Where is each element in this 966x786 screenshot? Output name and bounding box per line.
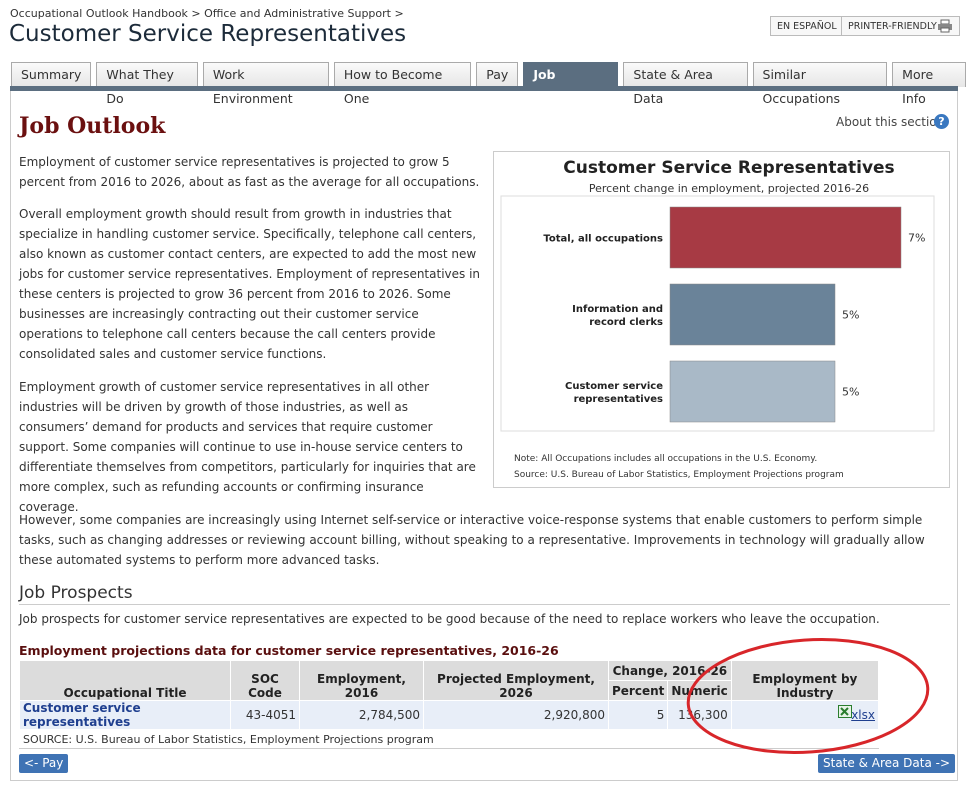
tab[interactable]: More Info xyxy=(892,62,966,106)
tab[interactable]: Work Environment xyxy=(202,62,329,106)
print-button[interactable]: PRINTER-FRIENDLY xyxy=(841,16,960,36)
about-link[interactable]: About this section xyxy=(836,115,945,129)
bar xyxy=(669,283,836,346)
bar xyxy=(669,206,902,269)
tab[interactable]: Summary xyxy=(11,62,92,87)
table-caption: Employment projections data for customer… xyxy=(19,643,559,658)
chart-note: Note: All Occupations includes all occup… xyxy=(514,454,817,464)
bar xyxy=(669,360,836,423)
content-box xyxy=(10,91,958,781)
th: Occupational Title xyxy=(19,660,231,701)
tab[interactable]: What They Do xyxy=(96,62,198,106)
projections-table: Occupational Title SOC Code Employment, … xyxy=(19,660,880,749)
section-title: Job Outlook xyxy=(19,113,166,139)
paragraph: Overall employment growth should result … xyxy=(19,207,481,361)
cell[interactable]: xlsx xyxy=(730,700,880,730)
value-label: 5% xyxy=(842,309,859,322)
paragraph: Employment growth of customer service re… xyxy=(19,380,476,514)
tab[interactable]: State & Area Data xyxy=(623,62,748,106)
cell: 2,784,500 xyxy=(299,700,424,730)
chart-title: Customer Service Representatives xyxy=(563,158,894,178)
tab[interactable]: Pay xyxy=(476,62,519,87)
tab[interactable]: How to Become One xyxy=(333,62,472,106)
help-icon[interactable]: ? xyxy=(934,114,949,129)
next-button[interactable]: State & Area Data -> xyxy=(818,754,956,773)
paragraph: However, some companies are increasingly… xyxy=(19,513,925,567)
rule xyxy=(19,604,950,605)
printer-icon xyxy=(938,19,952,33)
th: SOC Code xyxy=(230,660,300,701)
cell[interactable]: Customer service representatives xyxy=(19,700,231,730)
prev-button[interactable]: <- Pay xyxy=(19,754,69,773)
tab[interactable]: Job Outlook xyxy=(523,62,619,106)
cell: 2,920,800 xyxy=(423,700,609,730)
plot-frame xyxy=(500,195,935,432)
spanish-button[interactable]: EN ESPAÑOL xyxy=(770,16,844,36)
th: Numeric xyxy=(667,680,732,701)
chart-subtitle: Percent change in employment, projected … xyxy=(589,182,869,195)
tab-bar: Summary What They Do Work Environment How t… xyxy=(11,62,966,106)
th: Projected Employment, 2026 xyxy=(423,660,609,701)
prospects-title: Job Prospects xyxy=(19,583,133,603)
table-source: SOURCE: U.S. Bureau of Labor Statistics,… xyxy=(19,729,879,749)
value-label: 7% xyxy=(908,232,925,245)
value-label: 5% xyxy=(842,386,859,399)
category-label: Total, all occupations xyxy=(543,234,663,245)
th: Employment by Industry xyxy=(730,660,880,701)
category-label: Customer service representatives xyxy=(565,381,663,405)
category-label: Information and record clerks xyxy=(572,304,663,328)
paragraph: Employment of customer service represent… xyxy=(19,155,480,189)
chart-note: Source: U.S. Bureau of Labor Statistics,… xyxy=(514,470,844,480)
highlight-circle xyxy=(686,638,930,754)
prospects-text: Job prospects for customer service repre… xyxy=(19,612,880,626)
chart: Customer Service Representatives Percent … xyxy=(493,151,950,488)
tab[interactable]: Similar Occupations xyxy=(752,62,888,106)
th: Employment, 2016 xyxy=(299,660,424,701)
breadcrumb[interactable]: Occupational Outlook Handbook > Office a… xyxy=(10,7,404,20)
tab-underline xyxy=(10,86,958,91)
page-title: Customer Service Representatives xyxy=(9,21,407,47)
cell: 5 xyxy=(607,700,669,730)
cell: 43-4051 xyxy=(230,700,300,730)
excel-icon xyxy=(838,705,852,718)
th: Percent xyxy=(607,680,669,701)
